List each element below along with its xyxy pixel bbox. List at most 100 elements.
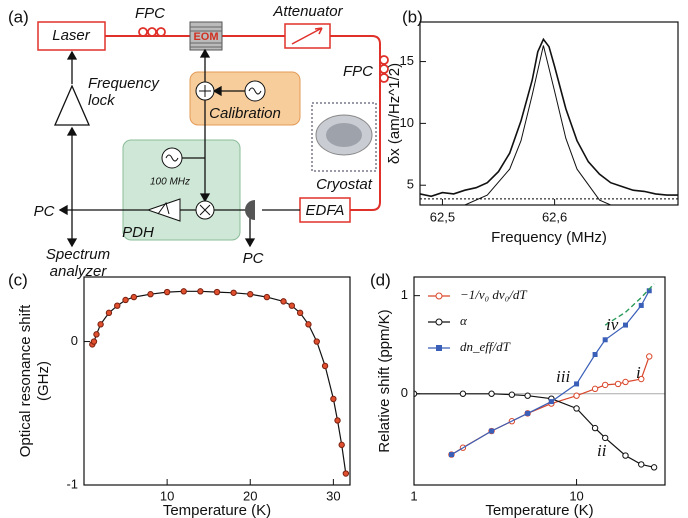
adder-sign [199,85,211,97]
marker [93,331,100,338]
marker [622,452,629,459]
marker [622,378,629,386]
marker [638,375,645,383]
marker [163,288,171,296]
marker [247,291,254,298]
attenuator-label: Attenuator [272,3,343,20]
chart: (c) 10 20 30 -1 0 Temperature (K) Optical reson… [8,270,351,518]
photodetector [245,200,255,220]
pc-label: PC [34,203,55,220]
marker [313,338,320,345]
cryostat-box [311,102,377,172]
y-axis-label: Optical resonance shift [17,304,34,457]
eom-stripes [190,26,222,48]
marker [280,298,287,305]
panel-label: (a) [8,7,29,26]
marker [296,309,304,317]
y-tick-label: 0 [71,333,78,348]
marker [574,381,580,387]
x-tick-label: 20 [243,488,257,503]
spectrum-analyzer-label: analyzer [50,263,108,280]
series [420,37,678,198]
marker [525,410,531,416]
line [91,290,347,474]
cryostat-label: Cryostat [316,176,373,193]
x-tick-label: 10 [160,488,174,503]
edfa-label: EDFA [306,202,345,219]
y-tick-label: 0 [401,385,408,400]
marker [114,302,121,309]
panel-label: (c) [8,270,28,289]
marker [614,380,622,388]
marker [638,461,645,468]
legend-label: α [460,313,468,328]
marker [213,288,221,296]
line [604,283,655,326]
x-axis-label: Frequency (MHz) [491,229,607,246]
y-tick-label: 5 [407,177,414,192]
y-tick-label: 15 [400,53,414,68]
wires [54,48,300,248]
legend-marker [436,345,442,351]
marker [591,385,599,393]
marker [508,391,516,398]
marker [601,434,609,442]
marker [263,293,271,301]
laser-label: Laser [52,27,91,44]
marker [334,417,341,424]
y-axis-label: δx (am/Hz^1/2) [386,63,403,164]
legend-marker [435,292,443,300]
marker [622,322,628,328]
marker [573,392,580,399]
marker [448,452,454,458]
marker [414,390,418,397]
marker [488,390,495,397]
marker [602,337,608,343]
line [464,45,611,205]
x-tick-label: 1 [410,488,417,503]
fpc-label: FPC [343,63,373,80]
plot-frame [413,276,666,486]
marker [646,288,652,294]
spectrum-analyzer-label: Spectrum [46,246,110,263]
frequency-lock-label: Frequency [88,75,160,92]
fpc-label: FPC [135,5,165,22]
oscillator-label: 100 MHz [150,177,190,188]
marker [524,392,531,399]
line [451,290,650,456]
marker [147,291,154,298]
laser-box [37,21,106,51]
marker [489,428,495,434]
annotation: ii [597,441,607,460]
panel-label: (d) [370,270,391,289]
y-tick-label: 1 [401,287,408,302]
legend-marker [435,318,443,326]
marker [230,289,237,296]
marker [321,362,329,370]
panel-label: (b) [402,7,423,26]
marker [105,309,113,317]
pc-label: PC [243,250,264,267]
annotation: iii [556,367,570,386]
marker [338,441,345,449]
mixer-sign [199,204,211,216]
attenuator-arrow [291,27,323,45]
marker [330,395,337,403]
oscillator-wave [248,87,262,95]
plot-frame [419,21,679,206]
y-axis-label: (GHz) [35,361,52,401]
eom-label: EOM [193,31,218,43]
annotation: iv [606,315,619,334]
line [420,37,678,198]
oscillator-wave [165,154,179,162]
marker [180,288,187,295]
x-tick-label: 30 [326,488,340,503]
marker [573,405,580,412]
chart: (d) 1 10 0 1 Temperature (K) Relative shift (p… [370,270,666,518]
marker [342,470,350,477]
x-tick-label: 62,5 [430,209,455,224]
marker [646,353,653,360]
marker [122,296,129,304]
marker [305,321,312,328]
